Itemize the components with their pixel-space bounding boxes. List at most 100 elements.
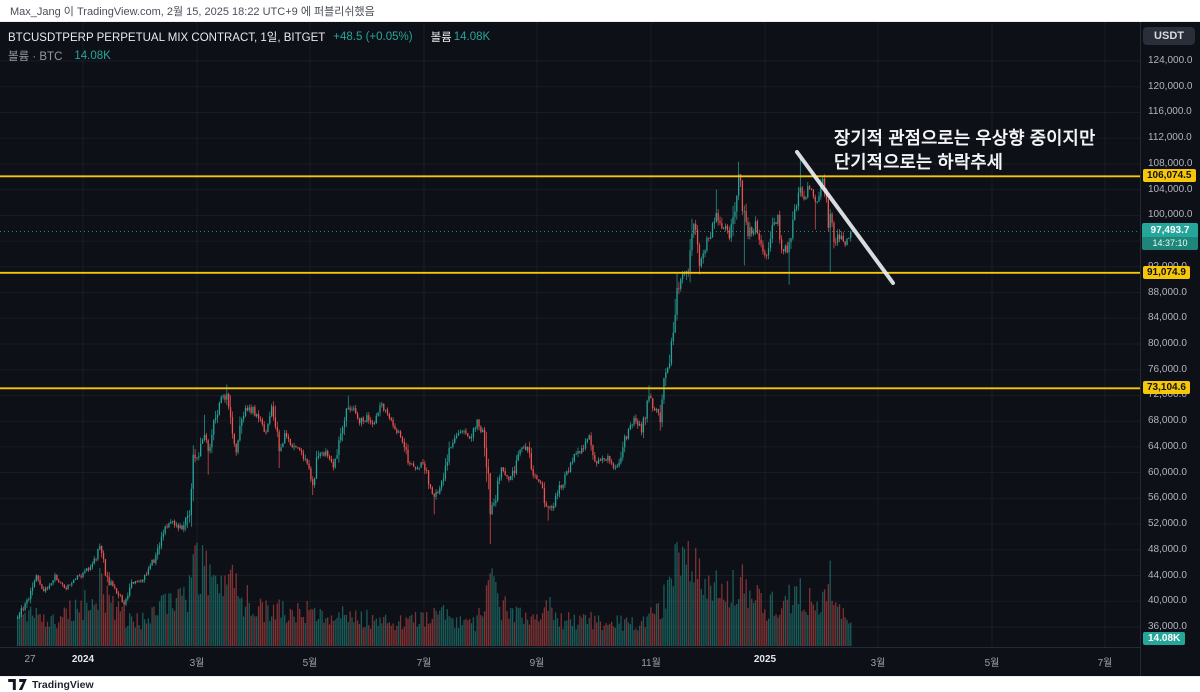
volume-bar xyxy=(751,598,753,646)
candle-body xyxy=(257,414,260,419)
candle-body xyxy=(414,466,417,469)
volume-bar xyxy=(20,607,23,646)
candle-body xyxy=(160,536,163,547)
volume-bar xyxy=(465,618,467,646)
candle-body xyxy=(470,437,473,439)
candle-body xyxy=(715,213,717,222)
candle-body xyxy=(483,429,486,448)
candle-body xyxy=(312,479,314,486)
volume-bar xyxy=(717,598,719,646)
volume-bar xyxy=(271,616,273,646)
volume-bar xyxy=(164,593,166,646)
candle-body xyxy=(46,587,49,589)
candle-body xyxy=(241,419,243,426)
candle-body xyxy=(820,184,822,197)
volume-bar xyxy=(698,558,701,646)
candle-body xyxy=(91,564,93,568)
candle-body xyxy=(379,405,381,413)
candle-body xyxy=(293,445,295,447)
candle-body xyxy=(536,475,538,480)
volume-bar xyxy=(605,623,607,646)
volume-bar xyxy=(650,607,652,646)
candle-body xyxy=(106,575,108,577)
candle-body xyxy=(513,470,516,474)
symbol-title[interactable]: BTCUSDTPERP PERPETUAL MIX CONTRACT, 1일, … xyxy=(8,32,326,44)
volume-bar xyxy=(104,612,107,646)
volume-bar xyxy=(556,618,559,646)
volume-bar xyxy=(123,609,125,646)
volume-bar xyxy=(362,627,364,646)
candle-body xyxy=(340,433,342,441)
candle-body xyxy=(848,237,850,239)
candle-body xyxy=(370,420,372,423)
volume-bar xyxy=(788,584,790,646)
volume-bar xyxy=(102,594,105,646)
candle-body xyxy=(228,393,230,408)
volume-bar xyxy=(547,610,549,646)
volume-bar xyxy=(569,619,572,646)
volume-bar xyxy=(16,618,19,646)
candle-body xyxy=(110,581,112,585)
volume-bar xyxy=(558,626,560,646)
volume-indicator-value: 14.08K xyxy=(74,50,111,62)
candle-body xyxy=(172,520,174,522)
candle-body xyxy=(717,213,719,221)
volume-bar xyxy=(200,593,202,646)
volume-bar xyxy=(140,629,142,646)
candle-body xyxy=(295,445,297,448)
volume-bar xyxy=(24,612,26,646)
candle-body xyxy=(243,416,245,420)
candle-body xyxy=(784,245,787,252)
candle-body xyxy=(455,435,458,438)
volume-bar xyxy=(315,621,318,646)
volume-bar xyxy=(601,630,603,646)
volume-indicator-label[interactable]: 볼륨 · BTC xyxy=(8,51,63,63)
candle-body xyxy=(642,418,645,433)
trendline[interactable] xyxy=(795,150,895,285)
candle-body xyxy=(510,476,512,480)
volume-bar xyxy=(805,612,807,646)
volume-bar xyxy=(192,554,194,646)
volume-bar xyxy=(738,599,740,646)
currency-toggle-button[interactable]: USDT xyxy=(1143,27,1195,45)
price-chart-canvas[interactable] xyxy=(0,22,1140,676)
candle-body xyxy=(388,413,390,419)
candle-body xyxy=(637,421,639,426)
volume-bar xyxy=(181,595,183,646)
candle-body xyxy=(610,461,613,464)
candle-body xyxy=(173,520,176,526)
volume-bar xyxy=(80,600,82,646)
volume-bar xyxy=(469,619,471,646)
volume-bar xyxy=(274,619,277,646)
tradingview-logo-icon[interactable] xyxy=(8,679,27,690)
time-axis[interactable]: 27 2024 3월 5월 7월 9월 11월 2025 3월 5월 7월 xyxy=(0,647,1140,676)
candle-body xyxy=(89,567,92,570)
volume-bar xyxy=(172,608,174,646)
candle-body xyxy=(588,435,590,440)
volume-bar xyxy=(616,615,618,646)
chart-legend: BTCUSDTPERP PERPETUAL MIX CONTRACT, 1일, … xyxy=(8,29,490,67)
candle-body xyxy=(147,568,150,575)
volume-bar xyxy=(304,623,306,646)
volume-bar xyxy=(470,623,473,646)
candle-body xyxy=(454,437,456,443)
volume-bar xyxy=(786,599,788,646)
price-tick-label: 76,000.0 xyxy=(1148,363,1187,375)
volume-label: 볼륨 xyxy=(430,32,452,44)
chart-annotation-text[interactable]: 장기적 관점으로는 우상향 중이지만 단기적으로는 하락추세 xyxy=(834,126,1096,174)
volume-bar xyxy=(241,597,243,646)
candle-body xyxy=(97,549,99,560)
volume-bar xyxy=(543,607,546,646)
volume-bar xyxy=(248,602,250,646)
price-axis[interactable]: 97,493.7 14:37:10 14.08K 124,000.0 120,00… xyxy=(1140,22,1200,676)
price-tick-label: 80,000.0 xyxy=(1148,338,1187,349)
volume-bar xyxy=(655,603,658,646)
volume-bar xyxy=(461,625,463,646)
candle-body xyxy=(777,215,779,224)
candle-body xyxy=(461,431,463,433)
candle-body xyxy=(644,418,646,419)
tradingview-logo-text[interactable]: TradingView xyxy=(32,678,94,691)
volume-bar xyxy=(168,593,170,646)
volume-bar xyxy=(670,578,673,646)
candle-body xyxy=(754,221,757,232)
